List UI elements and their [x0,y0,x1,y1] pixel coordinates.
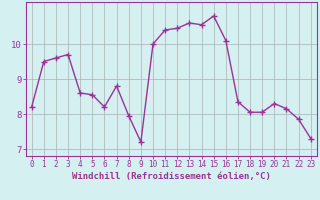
X-axis label: Windchill (Refroidissement éolien,°C): Windchill (Refroidissement éolien,°C) [72,172,271,181]
